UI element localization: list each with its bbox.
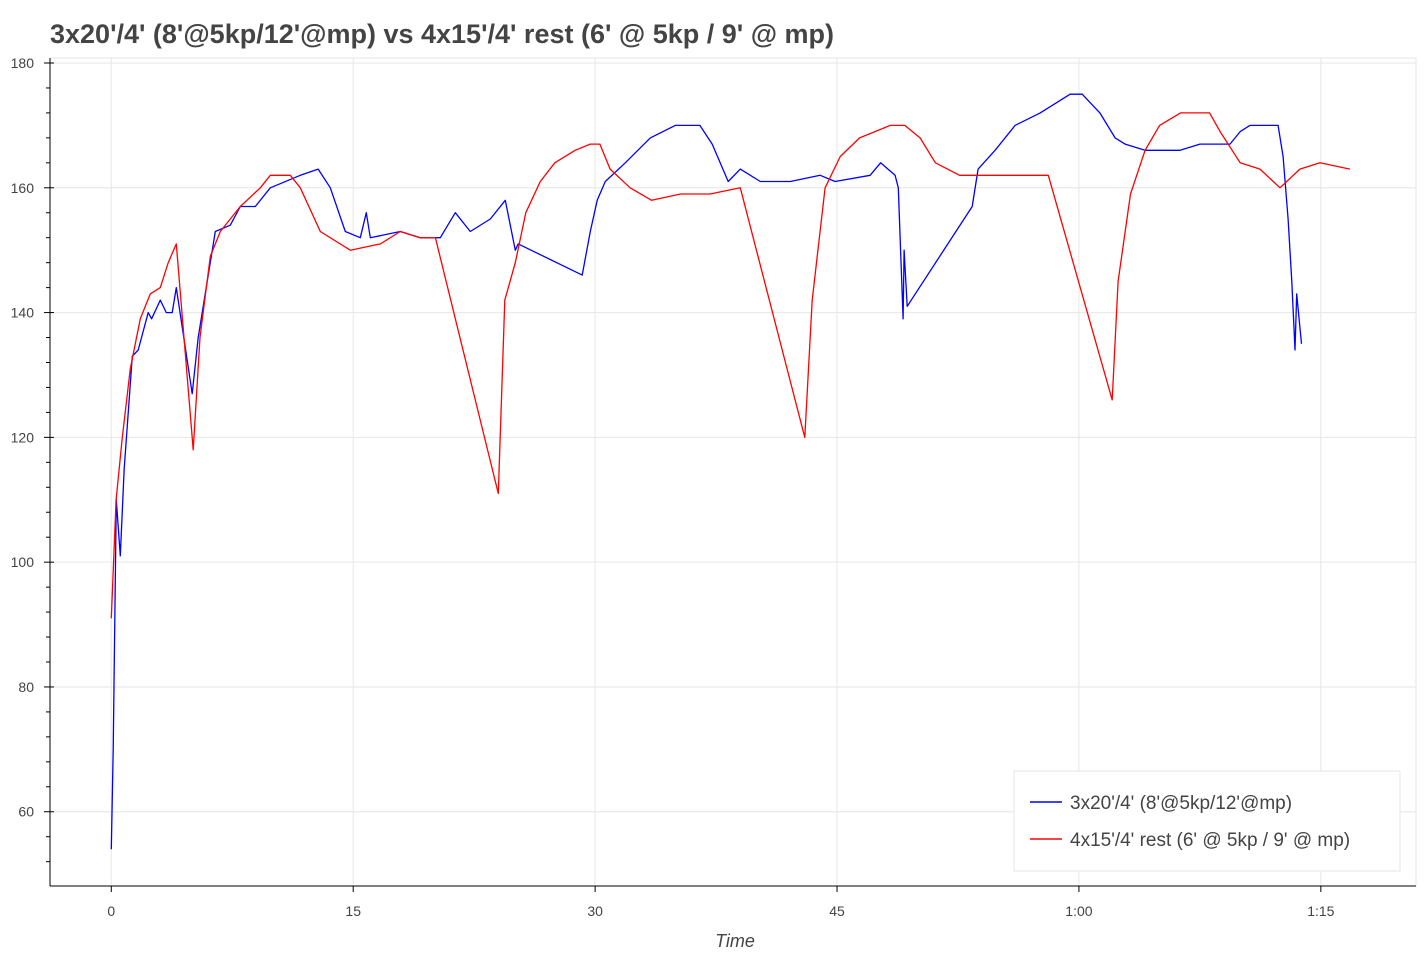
y-tick-label: 160: [11, 180, 35, 196]
x-tick-label: 30: [587, 903, 603, 919]
y-tick-label: 80: [18, 679, 34, 695]
series-line-2: [110, 112, 1351, 619]
x-tick-label: 1:15: [1307, 903, 1334, 919]
y-tick-label: 60: [18, 804, 34, 820]
x-axis-label: Time: [715, 931, 755, 951]
y-tick-label: 180: [11, 55, 35, 71]
legend: 3x20'/4' (8'@5kp/12'@mp) 4x15'/4' rest (…: [1013, 770, 1401, 872]
legend-box: [1013, 770, 1401, 872]
x-tick-label: 15: [345, 903, 361, 919]
x-tick-label: 0: [107, 903, 115, 919]
chart-title: 3x20'/4' (8'@5kp/12'@mp) vs 4x15'/4' res…: [50, 19, 834, 49]
x-tick-label: 1:00: [1065, 903, 1092, 919]
series-lines: [110, 93, 1351, 850]
legend-label-series-1: 3x20'/4' (8'@5kp/12'@mp): [1070, 793, 1292, 814]
y-tick-label: 120: [11, 429, 35, 445]
axes: 0 15 30 45 1:00 1:15 60 80 100 120 140 160 180: [11, 55, 1416, 919]
x-tick-label: 45: [829, 903, 845, 919]
plot-area: [49, 57, 1417, 887]
series-line-1: [110, 93, 1303, 850]
y-tick-label: 140: [11, 305, 35, 321]
gridlines: [50, 58, 1416, 886]
y-tick-label: 100: [11, 554, 35, 570]
legend-label-series-2: 4x15'/4' rest (6' @ 5kp / 9' @ mp): [1070, 830, 1350, 851]
